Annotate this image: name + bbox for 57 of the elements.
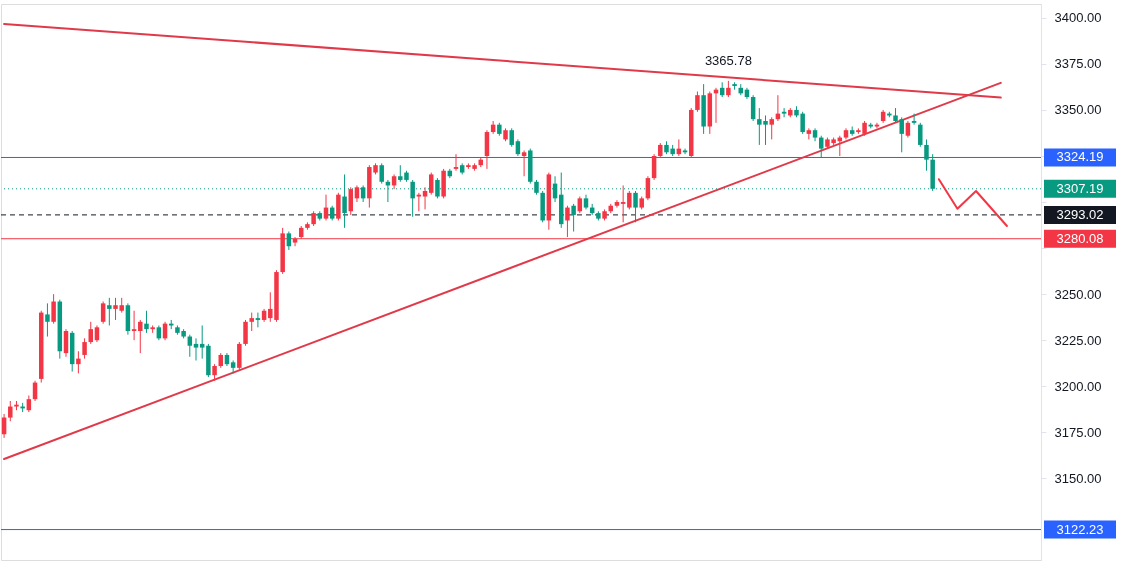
candlestick	[138, 319, 143, 354]
candlestick	[627, 190, 632, 210]
y-tick-label: 3350.00	[1054, 102, 1102, 118]
candlestick	[924, 138, 929, 172]
candlestick	[453, 153, 459, 172]
candlestick	[918, 122, 923, 148]
candlestick	[781, 107, 787, 118]
candlestick	[76, 350, 81, 374]
candlestick	[806, 127, 812, 140]
y-tick-label: 3375.00	[1054, 56, 1102, 72]
y-tick-label: 3200.00	[1054, 378, 1102, 394]
line-series	[937, 178, 1008, 227]
ref-line-label: 3307.19	[1056, 180, 1104, 196]
candlestick	[633, 190, 638, 223]
candlestick	[682, 148, 688, 155]
candlestick	[695, 91, 700, 113]
candlestick	[874, 122, 880, 129]
candlestick	[769, 116, 774, 140]
candlestick	[144, 310, 149, 334]
candlestick	[255, 312, 261, 328]
candlestick	[428, 172, 434, 196]
candlestick	[571, 203, 576, 233]
candlestick	[193, 337, 199, 361]
candlestick	[107, 297, 112, 326]
y-tick-label: 3400.00	[1054, 10, 1102, 26]
ref-line-label: 3280.08	[1056, 230, 1104, 246]
candlestick	[82, 337, 87, 360]
candlestick	[911, 113, 917, 126]
candlestick	[131, 310, 137, 341]
ref-line-label: 3324.19	[1056, 149, 1104, 165]
candlestick	[336, 192, 341, 221]
candlestick	[237, 341, 242, 371]
candlestick	[45, 302, 50, 338]
y-tick-label: 3250.00	[1054, 286, 1102, 302]
y-tick-label: 3225.00	[1054, 332, 1102, 348]
candlestick	[249, 312, 254, 332]
candlestick	[100, 301, 106, 325]
candlestick	[243, 319, 248, 347]
annotation: 3365.78	[704, 52, 752, 68]
candlestick	[422, 186, 428, 210]
ref-line-label: 3122.23	[1056, 521, 1104, 537]
candlestick	[8, 400, 13, 422]
y-tick-label: 3175.00	[1054, 424, 1102, 440]
candlestick	[620, 184, 626, 223]
candlestick	[88, 321, 94, 345]
candlestick	[614, 199, 620, 209]
candlestick	[521, 149, 527, 177]
candlestick	[509, 127, 514, 148]
candlestick	[51, 293, 56, 325]
candlestick	[230, 359, 236, 374]
candlestick	[342, 173, 347, 229]
ref-line-label: 3293.02	[1056, 206, 1104, 222]
y-tick-label: 3150.00	[1054, 470, 1102, 486]
candlestick	[416, 192, 422, 212]
candlestick	[286, 231, 292, 251]
candlestick	[199, 324, 205, 360]
candlestick	[379, 162, 384, 185]
